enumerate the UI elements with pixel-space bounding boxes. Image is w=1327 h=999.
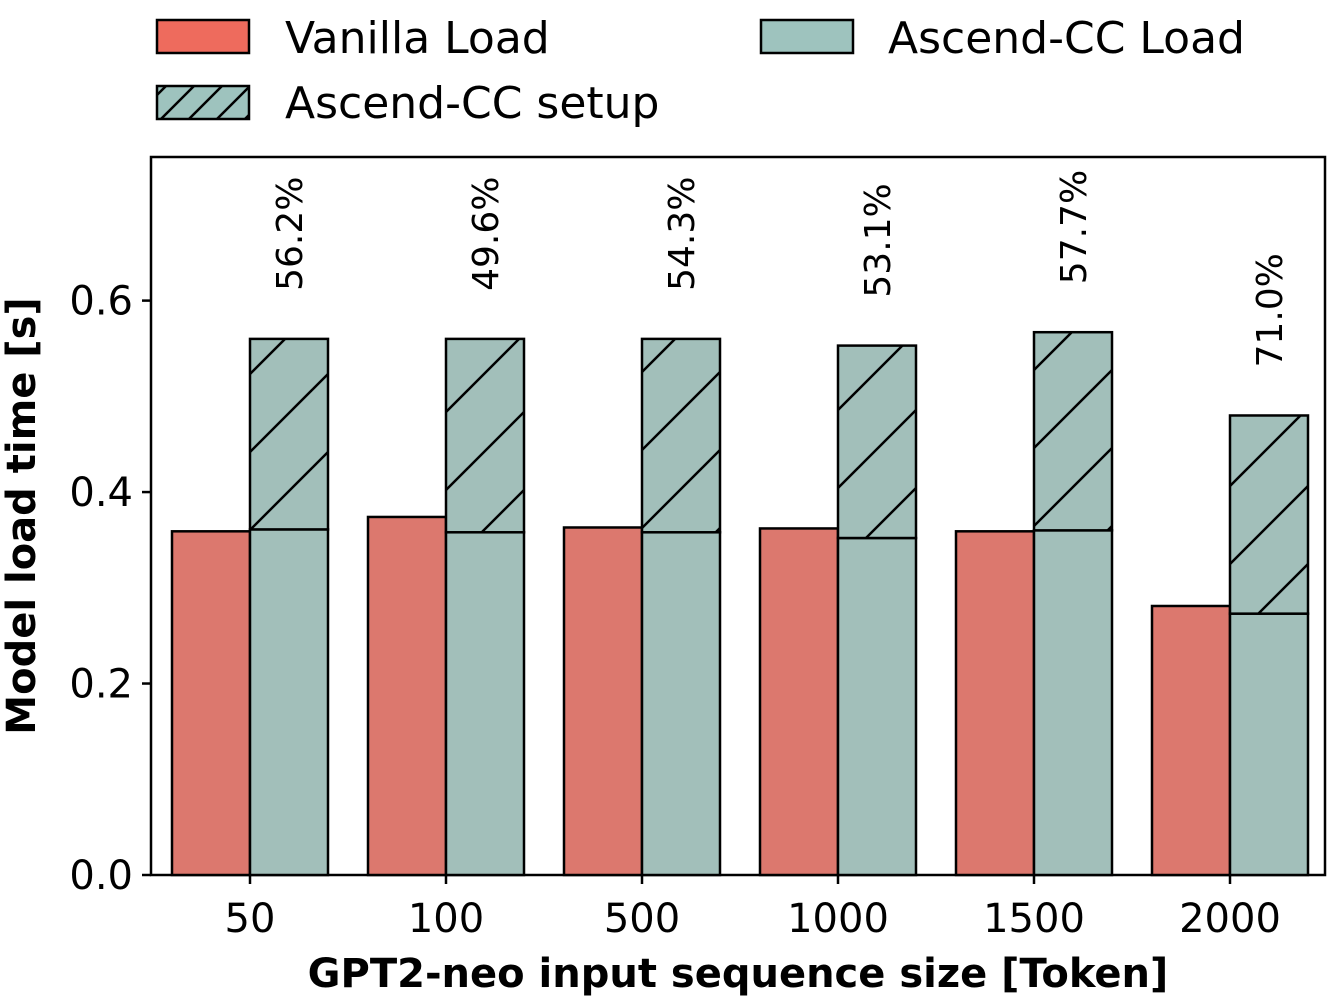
plot-area <box>149 155 1327 877</box>
bar-vanilla-load-2000 <box>1150 604 1232 877</box>
bar-ascend-cc-setup-500 <box>640 337 722 534</box>
x-tick-label-500: 500 <box>604 896 680 942</box>
bar-ascend-cc-load-50 <box>248 528 330 877</box>
bars-layer <box>170 330 1310 877</box>
x-tick-label-100: 100 <box>408 896 484 942</box>
legend-swatch-vanilla-load <box>155 18 251 55</box>
y-tick-label-0.2: 0.2 <box>69 662 133 708</box>
annotation-2000: 71.0% <box>1250 253 1291 367</box>
bar-vanilla-load-100 <box>366 515 448 877</box>
bar-vanilla-load-1500 <box>954 530 1036 877</box>
annotation-1000: 53.1% <box>858 183 899 297</box>
bar-vanilla-load-1000 <box>758 527 840 877</box>
bar-vanilla-load-500 <box>562 526 644 877</box>
x-axis-title: GPT2-neo input sequence size [Token] <box>308 951 1169 997</box>
legend: Vanilla Load Ascend-CC Load Ascend-CC se… <box>155 13 1245 129</box>
bar-ascend-cc-setup-1500 <box>1032 330 1114 532</box>
bar-ascend-cc-setup-50 <box>248 337 330 531</box>
bar-ascend-cc-load-1000 <box>836 536 918 877</box>
legend-label-ascend-cc-load: Ascend-CC Load <box>888 13 1245 64</box>
annotation-500: 54.3% <box>662 177 703 291</box>
bar-ascend-cc-load-1500 <box>1032 529 1114 877</box>
annotation-100: 49.6% <box>466 177 507 291</box>
y-tick-label-0.4: 0.4 <box>69 470 133 516</box>
legend-swatch-ascend-cc-load <box>759 18 855 55</box>
annotation-50: 56.2% <box>270 177 311 291</box>
x-tick-label-1000: 1000 <box>787 896 889 942</box>
x-tick-label-2000: 2000 <box>1179 896 1281 942</box>
legend-label-ascend-cc-setup: Ascend-CC setup <box>285 78 659 129</box>
legend-swatch-ascend-cc-setup <box>155 84 251 121</box>
x-axis: 50 100 500 1000 1500 2000 <box>225 875 1281 942</box>
legend-label-vanilla-load: Vanilla Load <box>285 13 550 64</box>
x-tick-label-1500: 1500 <box>983 896 1085 942</box>
y-axis: 0.0 0.2 0.4 0.6 <box>69 279 151 899</box>
bar-ascend-cc-load-100 <box>444 531 526 877</box>
x-tick-label-50: 50 <box>225 896 276 942</box>
annotation-1500: 57.7% <box>1054 170 1095 284</box>
y-tick-label-0.6: 0.6 <box>69 279 133 325</box>
bar-ascend-cc-setup-100 <box>444 337 526 534</box>
bar-ascend-cc-load-500 <box>640 531 722 877</box>
bar-ascend-cc-load-2000 <box>1228 612 1310 877</box>
bar-ascend-cc-setup-2000 <box>1228 414 1310 615</box>
y-axis-title: Model load time [s] <box>0 297 45 734</box>
bar-vanilla-load-50 <box>170 530 252 877</box>
y-tick-label-0.0: 0.0 <box>69 853 133 899</box>
percentage-annotations: 56.2% 49.6% 54.3% 53.1% 57.7% 71.0% <box>270 170 1291 368</box>
bar-ascend-cc-setup-1000 <box>836 344 918 540</box>
